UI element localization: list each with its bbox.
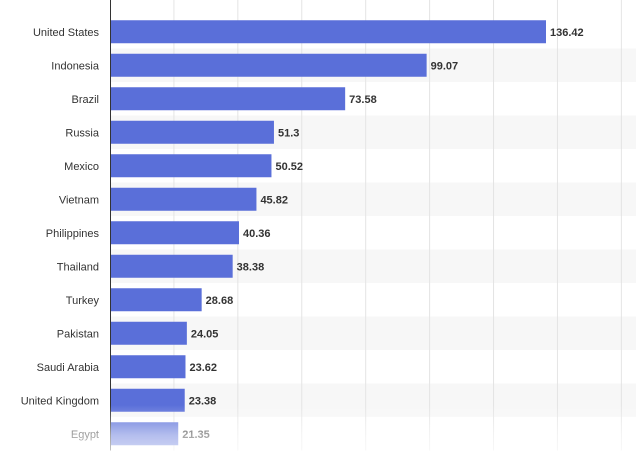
bar-egypt <box>110 422 179 446</box>
value-label-pakistan: 24.05 <box>191 328 219 340</box>
bar-saudi-arabia <box>110 355 186 379</box>
value-label-turkey: 28.68 <box>206 295 234 307</box>
category-label-thailand: Thailand <box>57 261 99 273</box>
value-label-united-states: 136.42 <box>550 27 584 39</box>
category-label-saudi-arabia: Saudi Arabia <box>37 362 100 374</box>
category-label-vietnam: Vietnam <box>59 194 99 206</box>
bar-turkey <box>110 288 202 312</box>
category-label-indonesia: Indonesia <box>51 60 100 72</box>
bar-russia <box>110 120 274 144</box>
bar-brazil <box>110 87 346 111</box>
category-label-egypt: Egypt <box>71 429 99 441</box>
bar-indonesia <box>110 53 427 77</box>
value-label-brazil: 73.58 <box>349 94 377 106</box>
category-label-turkey: Turkey <box>66 295 100 307</box>
bar-mexico <box>110 154 272 178</box>
category-label-mexico: Mexico <box>64 161 99 173</box>
value-label-saudi-arabia: 23.62 <box>189 362 217 374</box>
category-label-brazil: Brazil <box>71 94 99 106</box>
bar-pakistan <box>110 321 187 345</box>
bar-thailand <box>110 254 233 278</box>
value-label-mexico: 50.52 <box>275 161 303 173</box>
bar-united-kingdom <box>110 388 185 412</box>
bar-philippines <box>110 221 239 245</box>
bar-vietnam <box>110 187 257 211</box>
value-label-egypt: 21.35 <box>182 429 210 441</box>
value-label-vietnam: 45.82 <box>260 194 288 206</box>
value-label-philippines: 40.36 <box>243 228 271 240</box>
row-band-pakistan <box>110 316 636 350</box>
bar-united-states <box>110 20 546 44</box>
category-label-pakistan: Pakistan <box>57 328 99 340</box>
category-label-united-kingdom: United Kingdom <box>21 395 99 407</box>
category-label-united-states: United States <box>33 27 100 39</box>
category-label-philippines: Philippines <box>46 228 100 240</box>
value-label-indonesia: 99.07 <box>431 60 459 72</box>
value-label-thailand: 38.38 <box>237 261 265 273</box>
category-label-russia: Russia <box>65 127 100 139</box>
value-label-united-kingdom: 23.38 <box>189 395 217 407</box>
value-label-russia: 51.3 <box>278 127 299 139</box>
